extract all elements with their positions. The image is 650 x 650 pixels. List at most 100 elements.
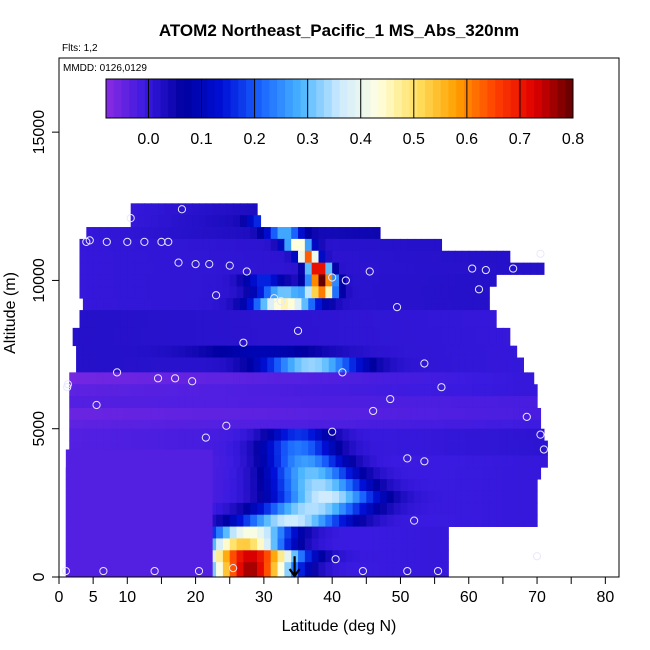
heatmap-cell xyxy=(147,250,156,264)
heatmap-cell xyxy=(506,345,514,358)
heatmap-cell xyxy=(222,467,231,480)
heatmap-cell xyxy=(185,215,193,228)
heatmap-cell xyxy=(540,455,548,468)
heatmap-cell xyxy=(257,310,265,329)
heatmap-cell xyxy=(345,538,354,551)
heatmap-cell xyxy=(533,407,542,421)
heatmap-cell xyxy=(444,407,453,421)
heatmap-cell xyxy=(373,479,381,492)
heatmap-cell xyxy=(383,357,391,373)
data-layer xyxy=(69,384,538,397)
heatmap-cell xyxy=(482,310,490,329)
heatmap-cell xyxy=(304,262,313,275)
heatmap-cell xyxy=(110,384,118,397)
heatmap-cell xyxy=(475,467,484,480)
heatmap-cell xyxy=(492,372,501,385)
heatmap-cell xyxy=(117,372,125,385)
heatmap-cell xyxy=(263,550,272,563)
heatmap-cell xyxy=(417,440,425,456)
heatmap-cell xyxy=(373,238,381,252)
heatmap-cell xyxy=(69,419,77,430)
heatmap-cell xyxy=(212,372,221,385)
heatmap-cell xyxy=(106,227,115,240)
heatmap-cell xyxy=(123,372,132,385)
sample-point xyxy=(338,368,347,377)
heatmap-cell xyxy=(110,357,118,373)
heatmap-cell xyxy=(250,550,258,563)
heatmap-cell xyxy=(479,298,487,311)
sample-point xyxy=(112,368,122,377)
heatmap-cell xyxy=(304,310,313,329)
heatmap-cell xyxy=(455,479,463,492)
heatmap-cell xyxy=(229,538,238,551)
heatmap-cell xyxy=(277,274,285,287)
heatmap-cell xyxy=(123,298,132,311)
heatmap-cell xyxy=(99,250,108,264)
heatmap-cell xyxy=(110,440,118,456)
heatmap-cell xyxy=(280,357,289,373)
heatmap-cell xyxy=(311,526,320,539)
heatmap-cell xyxy=(489,467,497,480)
heatmap-cell xyxy=(339,327,347,347)
heatmap-cell xyxy=(485,419,494,430)
heatmap-cell xyxy=(366,562,374,578)
heatmap-cell xyxy=(287,357,296,373)
heatmap-cell xyxy=(427,310,436,329)
heatmap-cell xyxy=(352,227,361,240)
heatmap-cell xyxy=(137,384,145,397)
heatmap-cell xyxy=(516,502,524,516)
heatmap-cell xyxy=(250,538,258,551)
heatmap-cell xyxy=(461,310,470,329)
heatmap-cell xyxy=(414,262,422,275)
heatmap-cell xyxy=(175,286,183,299)
heatmap-cell xyxy=(236,550,244,563)
heatmap-cell xyxy=(407,526,415,539)
heatmap-cell xyxy=(362,455,371,468)
sample-point xyxy=(392,303,402,312)
heatmap-cell xyxy=(499,455,507,468)
heatmap-cell xyxy=(185,298,193,311)
heatmap-cell xyxy=(373,286,381,299)
heatmap-cell xyxy=(209,490,217,504)
heatmap-cell xyxy=(393,526,402,539)
heatmap-cell xyxy=(393,514,402,527)
heatmap-cell xyxy=(356,419,364,430)
flights-label: Flts: 1,2 xyxy=(62,43,98,54)
heatmap-cell xyxy=(356,357,364,373)
heatmap-cell xyxy=(383,298,391,311)
heatmap-cell xyxy=(434,274,443,287)
heatmap-cell xyxy=(434,550,443,563)
heatmap-cell xyxy=(390,419,398,430)
heatmap-cell xyxy=(99,286,108,299)
heatmap-cell xyxy=(304,550,313,563)
heatmap-cell xyxy=(352,526,361,539)
heatmap-cell xyxy=(376,372,384,385)
heatmap-cell xyxy=(458,298,466,311)
sample-point xyxy=(170,374,180,383)
heatmap-cell xyxy=(479,455,487,468)
heatmap-cell xyxy=(359,550,367,563)
heatmap-cell xyxy=(168,250,176,264)
heatmap-cell xyxy=(342,455,350,468)
heatmap-cell xyxy=(161,274,169,287)
heatmap-cell xyxy=(311,286,320,299)
heatmap-cell xyxy=(103,357,111,373)
heatmap-cell xyxy=(519,407,528,421)
heatmap-cell xyxy=(448,490,456,504)
heatmap-cell xyxy=(479,419,487,430)
sample-point xyxy=(328,273,337,282)
heatmap-cell xyxy=(379,274,388,287)
heatmap-cell xyxy=(325,490,333,504)
heatmap-cell xyxy=(202,274,210,287)
heatmap-cell xyxy=(438,298,446,311)
heatmap-cell xyxy=(352,467,361,480)
heatmap-cell xyxy=(451,384,460,397)
heatmap-cell xyxy=(222,490,231,504)
heatmap-cell xyxy=(229,550,238,563)
heatmap-cell xyxy=(243,479,251,492)
heatmap-cell xyxy=(192,372,200,385)
heatmap-cell xyxy=(123,440,132,456)
heatmap-cell xyxy=(270,490,279,504)
colorbar-segment xyxy=(355,79,364,118)
colorbar-segment xyxy=(495,79,504,118)
